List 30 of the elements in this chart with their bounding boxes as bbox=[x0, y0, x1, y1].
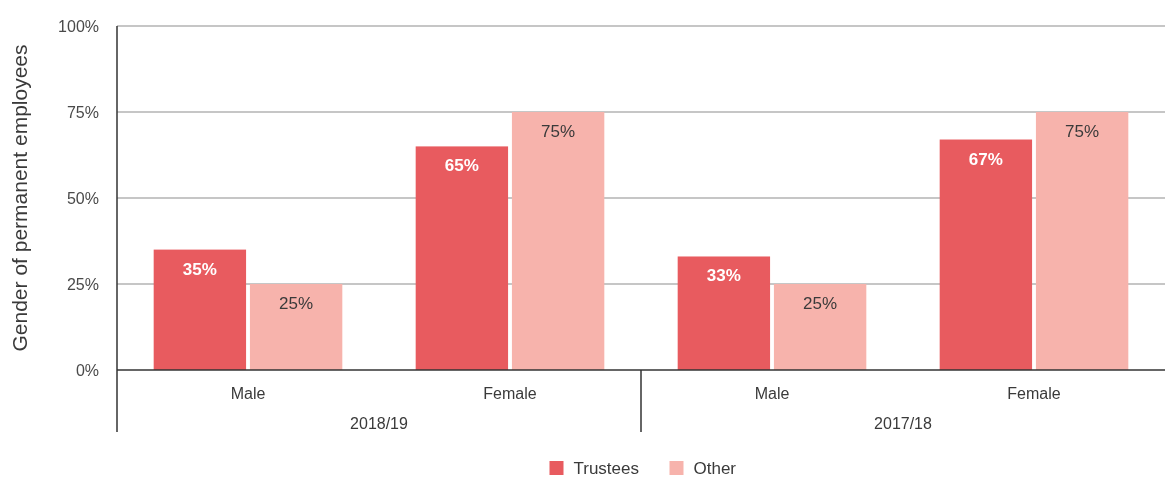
bar bbox=[677, 256, 771, 370]
legend-label: Other bbox=[693, 459, 737, 478]
data-label: 67% bbox=[968, 149, 1003, 169]
text: 2017/18 bbox=[874, 415, 933, 432]
x-tick-label: Female bbox=[1007, 385, 1061, 402]
bar bbox=[153, 249, 247, 370]
text: 2018/19 bbox=[350, 415, 409, 432]
bar bbox=[939, 139, 1033, 370]
bar bbox=[415, 146, 509, 370]
data-label: 75% bbox=[1065, 122, 1100, 141]
data-label: 65% bbox=[444, 156, 479, 176]
data-label: 35% bbox=[182, 259, 217, 279]
y-tick-label: 50% bbox=[66, 189, 99, 207]
y-axis-title: Gender of permanent employees bbox=[8, 44, 31, 352]
bar bbox=[773, 284, 867, 370]
x-tick-label: Male bbox=[230, 385, 266, 402]
y-tick-label: 75% bbox=[66, 103, 99, 121]
data-label: 33% bbox=[706, 266, 741, 286]
y-tick-label: 100% bbox=[58, 17, 99, 35]
bar bbox=[511, 112, 605, 370]
data-label: 75% bbox=[541, 122, 576, 141]
x-tick-label: Male bbox=[754, 385, 790, 402]
data-label: 25% bbox=[803, 294, 838, 313]
y-tick-label: 25% bbox=[66, 275, 99, 293]
bar bbox=[249, 284, 343, 370]
bar bbox=[1035, 112, 1129, 370]
y-tick-label: 0% bbox=[75, 361, 99, 379]
data-label: 25% bbox=[279, 294, 314, 313]
legend-label: Trustees bbox=[573, 459, 640, 478]
x-tick-label: Female bbox=[483, 385, 537, 402]
